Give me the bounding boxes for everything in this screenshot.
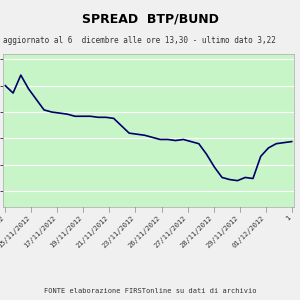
Text: 19/11/2012: 19/11/2012 [49, 214, 83, 249]
Text: FONTE elaborazione FIRSTonline su dati di archivio: FONTE elaborazione FIRSTonline su dati d… [44, 288, 256, 294]
Text: 23/11/2012: 23/11/2012 [101, 214, 136, 249]
Text: SPREAD  BTP/BUND: SPREAD BTP/BUND [82, 12, 218, 25]
Text: 21/11/2012: 21/11/2012 [75, 214, 110, 249]
Text: 1: 1 [284, 214, 292, 222]
Text: 01/12/2012: 01/12/2012 [231, 214, 266, 249]
Text: aggiornato al 6  dicembre alle ore 13,30 - ultimo dato 3,22: aggiornato al 6 dicembre alle ore 13,30 … [3, 36, 276, 45]
Text: 17/11/2012: 17/11/2012 [23, 214, 57, 249]
Text: 28/11/2012: 28/11/2012 [179, 214, 214, 249]
Text: 13/11/2012: 13/11/2012 [0, 214, 5, 249]
Text: 26/11/2012: 26/11/2012 [127, 214, 161, 249]
Text: 29/11/2012: 29/11/2012 [205, 214, 240, 249]
Text: 27/11/2012: 27/11/2012 [153, 214, 188, 249]
Text: 15/11/2012: 15/11/2012 [0, 214, 32, 249]
